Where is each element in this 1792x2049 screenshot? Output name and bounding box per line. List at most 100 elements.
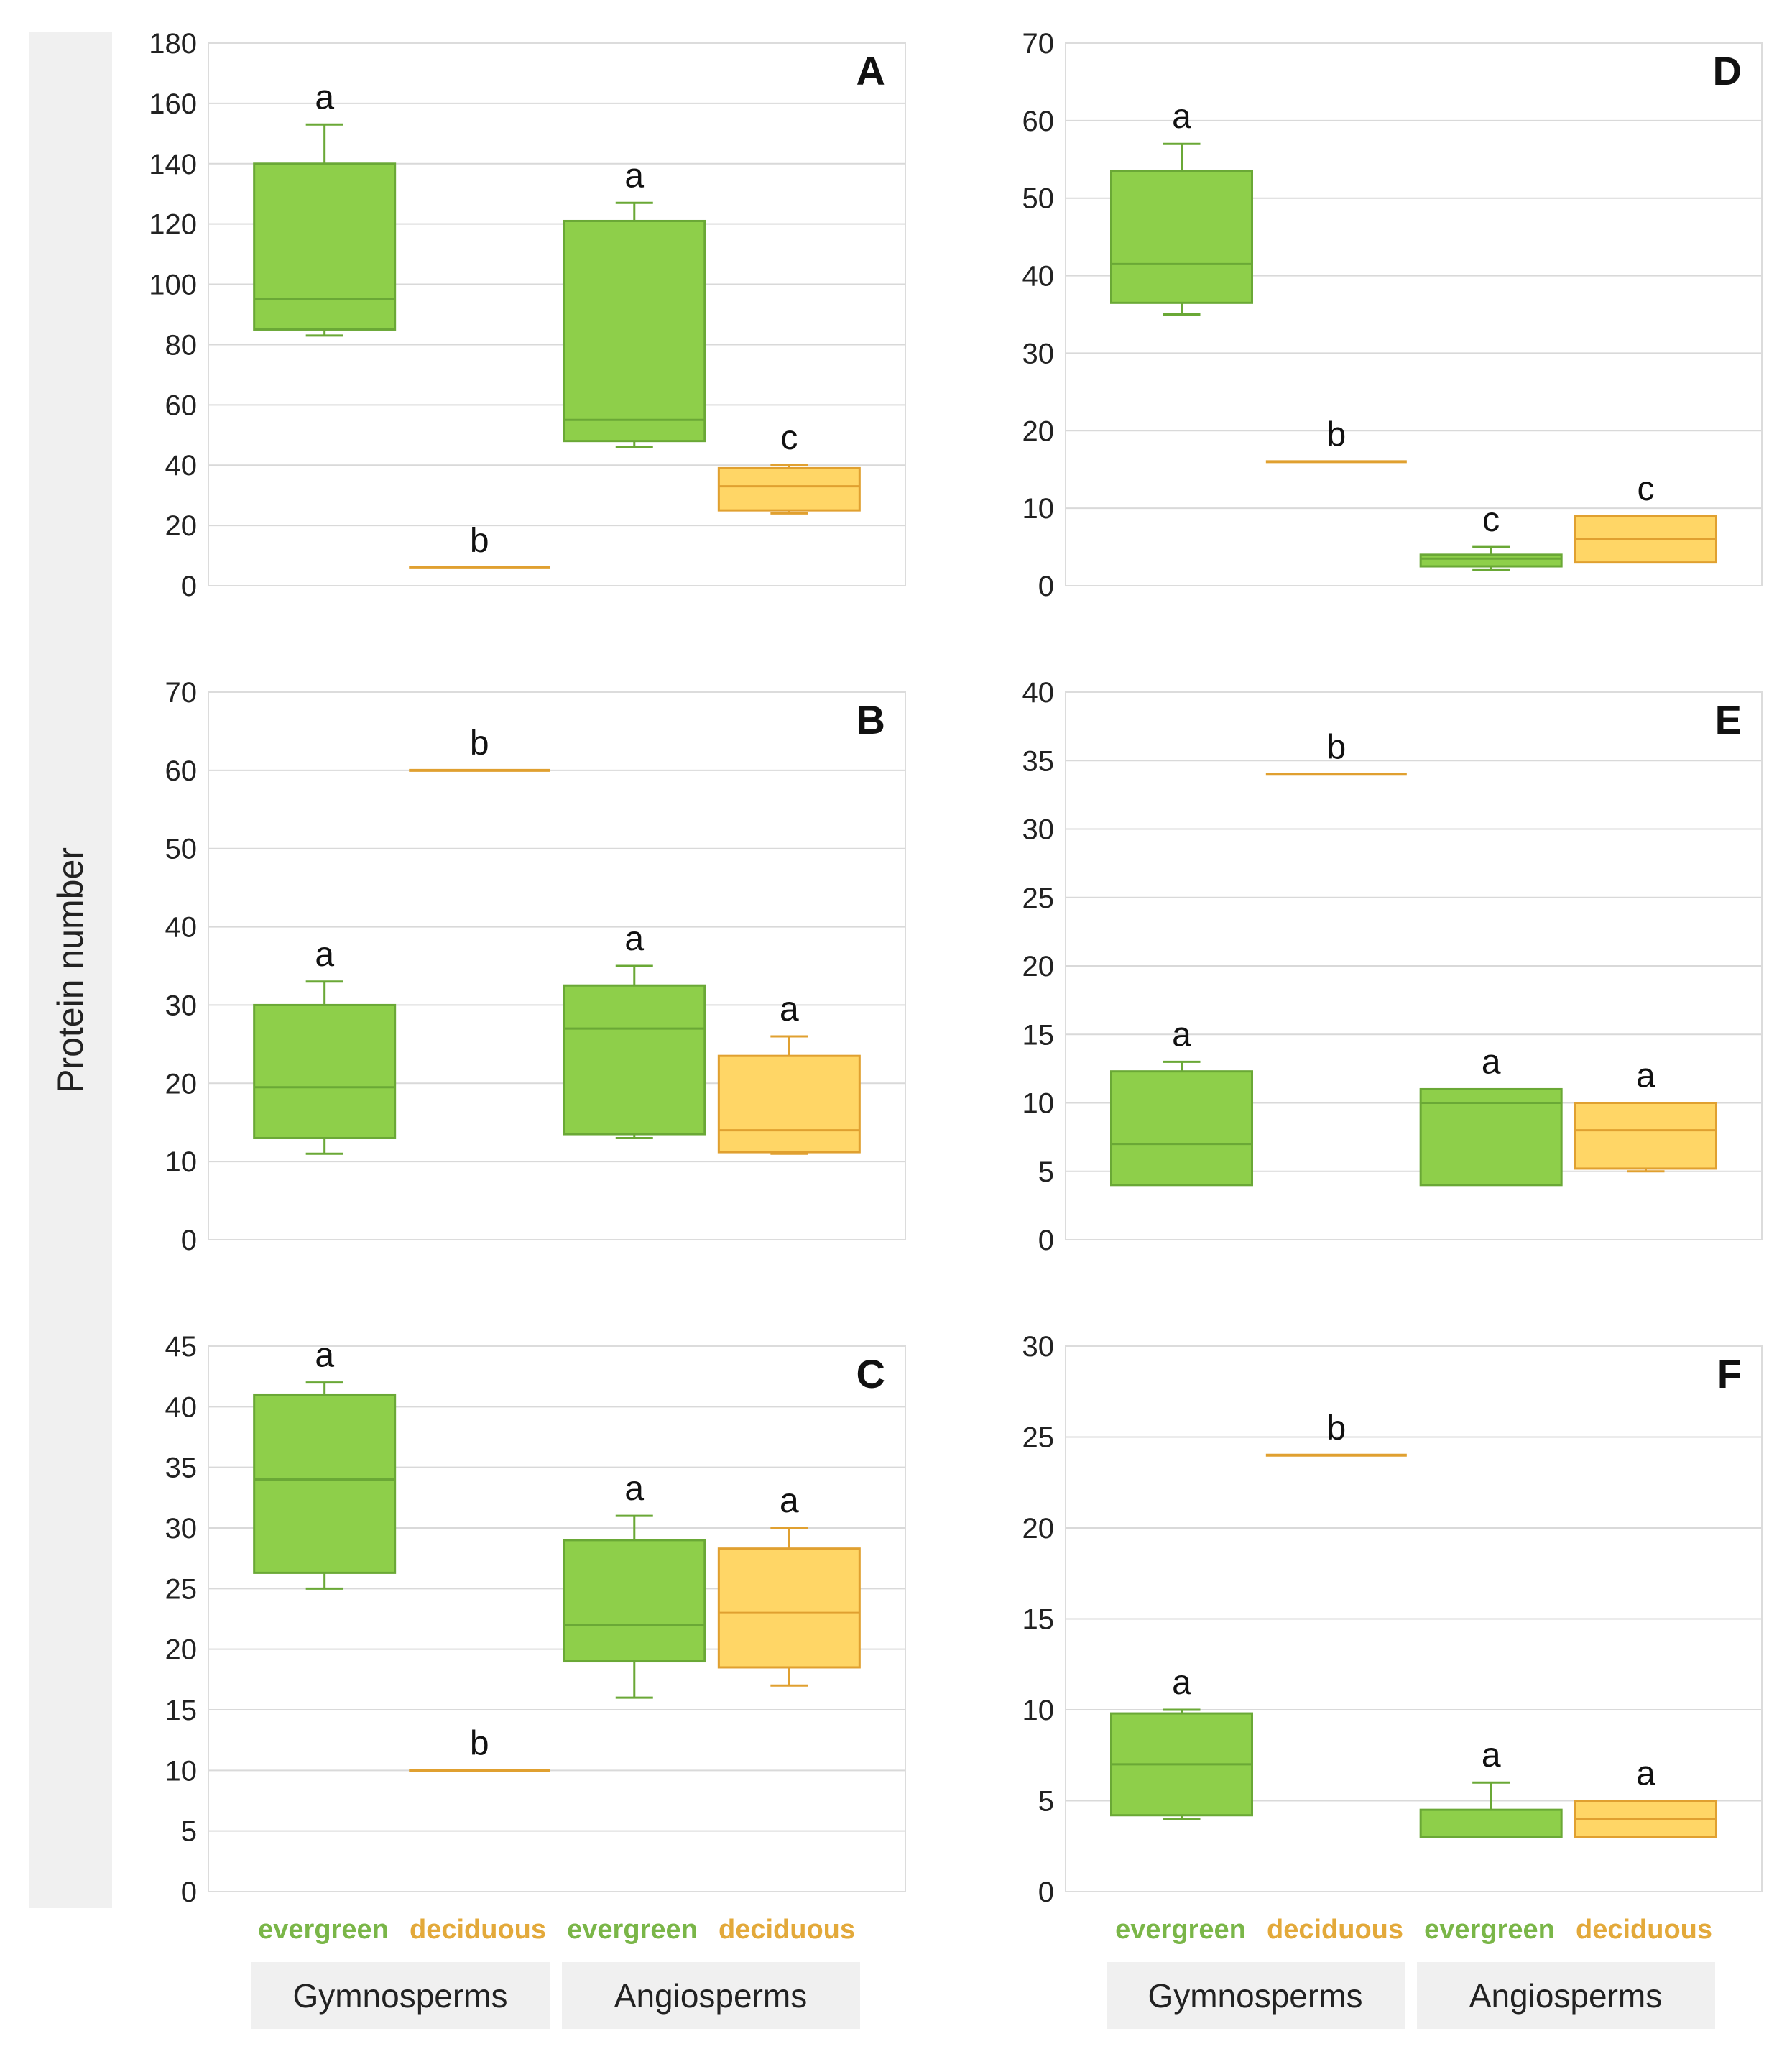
panel-letter: A xyxy=(856,48,885,93)
significance-letter: a xyxy=(1172,98,1191,136)
box-body xyxy=(253,1393,397,1574)
significance-letter: a xyxy=(780,990,799,1028)
box-body xyxy=(1419,553,1563,568)
box-deciduous-gymnosperms: b xyxy=(1265,415,1407,464)
box-deciduous-gymnosperms: b xyxy=(1265,1409,1407,1457)
panel-letter: F xyxy=(1717,1351,1742,1396)
panel-letter: D xyxy=(1713,48,1742,93)
plot-frame xyxy=(208,1345,906,1892)
y-tick-label: 40 xyxy=(165,912,198,944)
panel-d: 0 10 20 30 40 50 60 70 Da b c c xyxy=(1022,28,1763,602)
plot-frame xyxy=(1065,691,1763,1240)
y-tick-label: 0 xyxy=(181,1225,197,1256)
group-labels-right: Gymnosperms Angiosperms xyxy=(1107,1962,1715,2029)
y-tick-label: 15 xyxy=(165,1695,198,1726)
y-tick-label: 0 xyxy=(1038,1877,1054,1908)
y-tick-label: 35 xyxy=(165,1452,198,1484)
significance-letter: a xyxy=(1636,1755,1655,1793)
y-tick-label: 10 xyxy=(165,1146,198,1178)
y-tick-label: 30 xyxy=(1022,1331,1055,1363)
y-tick-label: 0 xyxy=(1038,1225,1054,1256)
significance-letter: a xyxy=(624,920,644,958)
significance-letter: a xyxy=(315,936,334,974)
plot-frame xyxy=(1065,42,1763,586)
significance-letter: c xyxy=(780,419,798,457)
box-deciduous-gymnosperms: b xyxy=(1265,728,1407,776)
group-box-gymnosperms xyxy=(1107,1962,1405,2029)
category-labels-right: evergreen deciduous evergreen deciduous xyxy=(1115,1915,1712,1945)
box-body xyxy=(717,1547,861,1669)
box-evergreen-gymnosperms: a xyxy=(253,936,397,1155)
y-tick-label: 25 xyxy=(1022,883,1055,914)
box-deciduous-angiosperms: c xyxy=(717,419,861,515)
y-tick-label: 40 xyxy=(165,450,198,482)
box-evergreen-gymnosperms: a xyxy=(1110,1016,1253,1187)
y-tick-label: 70 xyxy=(1022,28,1055,60)
y-tick-label: 10 xyxy=(1022,1695,1055,1726)
y-tick-label: 10 xyxy=(1022,1088,1055,1120)
y-tick-label: 180 xyxy=(149,28,197,60)
box-evergreen-gymnosperms: a xyxy=(1110,98,1253,316)
box-deciduous-angiosperms: a xyxy=(1574,1057,1717,1173)
category-label-deciduous: deciduous xyxy=(1576,1915,1712,1945)
plot-frame xyxy=(208,42,906,586)
box-body xyxy=(1419,1808,1563,1838)
y-tick-label: 50 xyxy=(1022,183,1055,215)
box-body xyxy=(1574,1102,1717,1170)
group-label-angiosperms: Angiosperms xyxy=(614,1977,807,2015)
box-evergreen-gymnosperms: a xyxy=(253,78,397,337)
significance-letter: c xyxy=(1638,470,1655,508)
significance-letter: b xyxy=(1326,728,1346,766)
category-label-deciduous: deciduous xyxy=(1267,1915,1403,1945)
box-body xyxy=(563,984,706,1136)
panel-f: 0 5 10 15 20 25 30 Fa b a a xyxy=(1022,1331,1763,1908)
category-labels-left: evergreen deciduous evergreen deciduous xyxy=(258,1915,855,1945)
significance-letter: c xyxy=(1482,501,1500,539)
box-evergreen-gymnosperms: a xyxy=(1110,1664,1253,1820)
y-tick-label: 30 xyxy=(165,1513,198,1544)
significance-letter: a xyxy=(1482,1736,1501,1774)
category-label-evergreen: evergreen xyxy=(1424,1915,1555,1945)
box-body xyxy=(717,1054,861,1154)
significance-letter: a xyxy=(624,157,644,195)
panel-c: 0 5 10 15 20 25 30 35 40 45 Ca b a a xyxy=(165,1331,906,1908)
category-label-evergreen: evergreen xyxy=(1115,1915,1246,1945)
panel-letter: B xyxy=(856,697,885,742)
box-body xyxy=(717,466,861,512)
box-deciduous-angiosperms: a xyxy=(717,1482,861,1687)
group-box-gymnosperms xyxy=(251,1962,550,2029)
category-label-evergreen: evergreen xyxy=(258,1915,389,1945)
significance-letter: a xyxy=(1636,1057,1655,1095)
group-box-angiosperms xyxy=(1417,1962,1715,2029)
box-evergreen-gymnosperms: a xyxy=(253,1337,397,1590)
category-label-deciduous: deciduous xyxy=(410,1915,546,1945)
box-deciduous-gymnosperms: b xyxy=(409,522,550,569)
box-deciduous-angiosperms: a xyxy=(1574,1755,1717,1838)
box-evergreen-angiosperms: a xyxy=(563,157,706,448)
y-tick-label: 30 xyxy=(165,990,198,1021)
y-tick-label: 10 xyxy=(1022,493,1055,525)
y-tick-label: 15 xyxy=(1022,1604,1055,1636)
group-box-angiosperms xyxy=(562,1962,860,2029)
significance-letter: a xyxy=(1172,1664,1191,1702)
panel-a: 0 20 40 60 80 100 120 140 160 180 Aa b a c xyxy=(149,28,906,602)
y-tick-label: 5 xyxy=(181,1816,197,1848)
y-tick-label: 120 xyxy=(149,209,197,241)
y-tick-label: 10 xyxy=(165,1755,198,1787)
y-tick-label: 20 xyxy=(165,1634,198,1666)
panel-b: 0 10 20 30 40 50 60 70 Ba b a a xyxy=(165,677,906,1256)
group-label-gymnosperms: Gymnosperms xyxy=(1147,1977,1362,2015)
y-tick-label: 5 xyxy=(1038,1786,1054,1818)
box-evergreen-angiosperms: a xyxy=(563,920,706,1139)
y-tick-label: 20 xyxy=(1022,415,1055,447)
y-tick-label: 30 xyxy=(1022,814,1055,846)
box-body xyxy=(1419,1087,1563,1187)
group-label-gymnosperms: Gymnosperms xyxy=(292,1977,507,2015)
box-body xyxy=(253,1003,397,1139)
significance-letter: b xyxy=(1326,1409,1346,1447)
y-tick-label: 60 xyxy=(165,390,198,421)
significance-letter: a xyxy=(624,1470,644,1508)
significance-letter: a xyxy=(780,1482,799,1520)
y-tick-label: 25 xyxy=(1022,1422,1055,1454)
